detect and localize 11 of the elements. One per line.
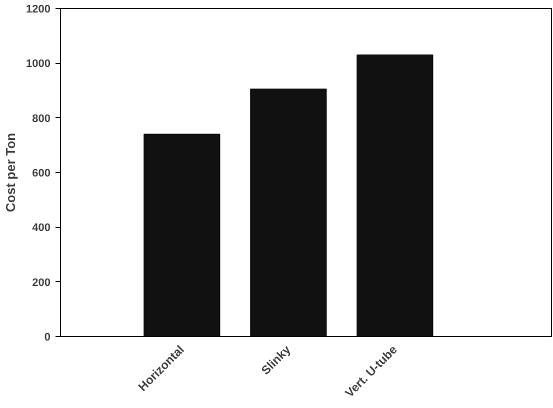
bar — [356, 54, 434, 336]
y-axis-title: Cost per Ton — [3, 132, 18, 212]
bar — [250, 88, 327, 336]
y-tick-label: 0 — [44, 332, 51, 344]
bar — [144, 134, 220, 336]
y-tick-label: 600 — [32, 168, 51, 180]
y-tick-label: 800 — [32, 112, 51, 125]
y-tick-label: 200 — [32, 276, 51, 289]
y-tick-label: 1200 — [26, 4, 51, 16]
y-tick-label: 400 — [32, 222, 51, 234]
y-tick-label: 1000 — [26, 58, 51, 70]
